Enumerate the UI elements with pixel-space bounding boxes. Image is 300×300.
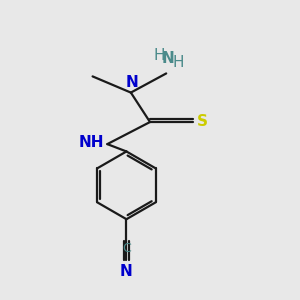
Text: H: H [153,48,165,63]
Text: H: H [172,55,184,70]
Text: NH: NH [79,135,104,150]
Text: N: N [126,75,139,90]
Text: N: N [120,264,133,279]
Text: C: C [122,242,131,255]
Text: S: S [197,114,208,129]
Text: N: N [161,51,174,66]
